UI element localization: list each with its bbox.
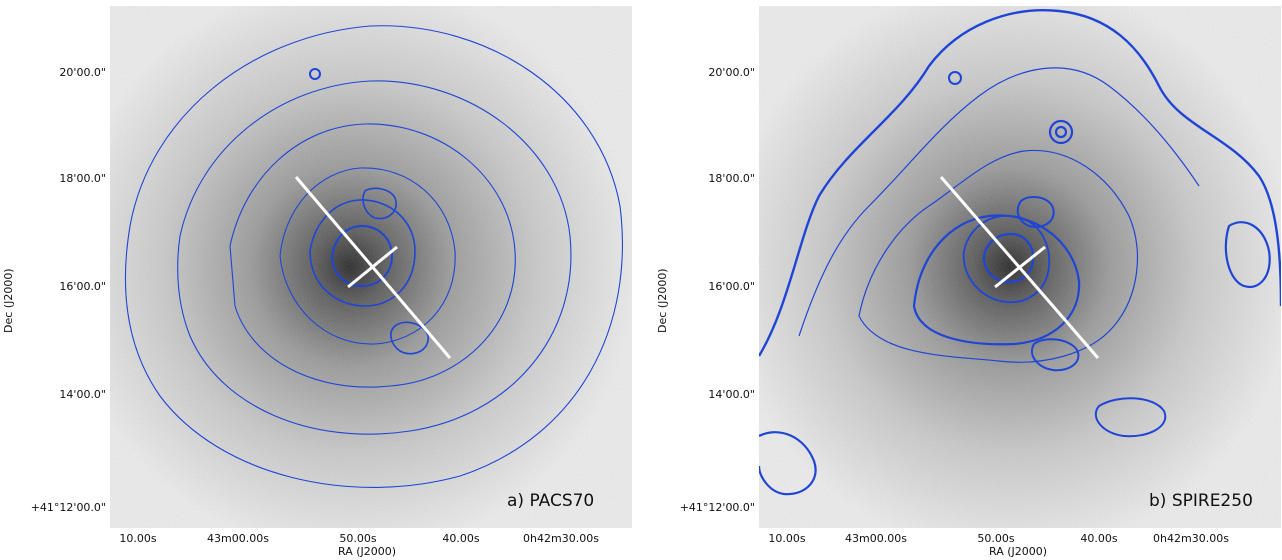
x-tick: 43m00.00s [207, 532, 269, 545]
panel-spire250: 20'00.0" 18'00.0" 16'00.0" 14'00.0" +41°… [641, 0, 1281, 560]
pacs70-contour-map [110, 6, 632, 528]
y-tick: 16'00.0" [708, 280, 755, 293]
y-tick: 18'00.0" [708, 172, 755, 185]
y-tick: 14'00.0" [59, 388, 106, 401]
y-tick: 18'00.0" [59, 172, 106, 185]
panel-pacs70: 20'00.0" 18'00.0" 16'00.0" 14'00.0" +41°… [0, 0, 640, 560]
x-tick: 0h42m30.00s [1153, 532, 1229, 545]
x-tick: 0h42m30.00s [523, 532, 599, 545]
y-axis-label: Dec (J2000) [656, 268, 669, 333]
y-tick: 16'00.0" [59, 280, 106, 293]
x-tick: 50.00s [977, 532, 1015, 545]
x-tick: 40.00s [1080, 532, 1118, 545]
spire250-image [759, 6, 1281, 528]
x-axis-label: RA (J2000) [989, 545, 1048, 558]
y-tick: +41°12'00.0" [679, 501, 755, 514]
spire250-axis-lines [939, 176, 1100, 359]
x-tick: 43m00.00s [845, 532, 907, 545]
y-tick: 20'00.0" [708, 66, 755, 79]
x-tick: 10.00s [119, 532, 157, 545]
pacs70-axis-lines [294, 176, 452, 359]
spire250-contours [759, 9, 1281, 496]
x-tick: 40.00s [442, 532, 480, 545]
x-axis-label: RA (J2000) [338, 545, 397, 558]
y-axis-label: Dec (J2000) [2, 268, 15, 333]
y-tick: +41°12'00.0" [30, 501, 106, 514]
y-tick: 14'00.0" [708, 388, 755, 401]
pacs70-contours [124, 25, 623, 488]
y-tick: 20'00.0" [59, 66, 106, 79]
x-tick: 50.00s [339, 532, 377, 545]
panel-title: b) SPIRE250 [1149, 491, 1253, 511]
panel-title: a) PACS70 [507, 491, 595, 511]
spire250-contour-map [759, 6, 1281, 528]
pacs70-image [110, 6, 632, 528]
x-tick: 10.00s [768, 532, 806, 545]
